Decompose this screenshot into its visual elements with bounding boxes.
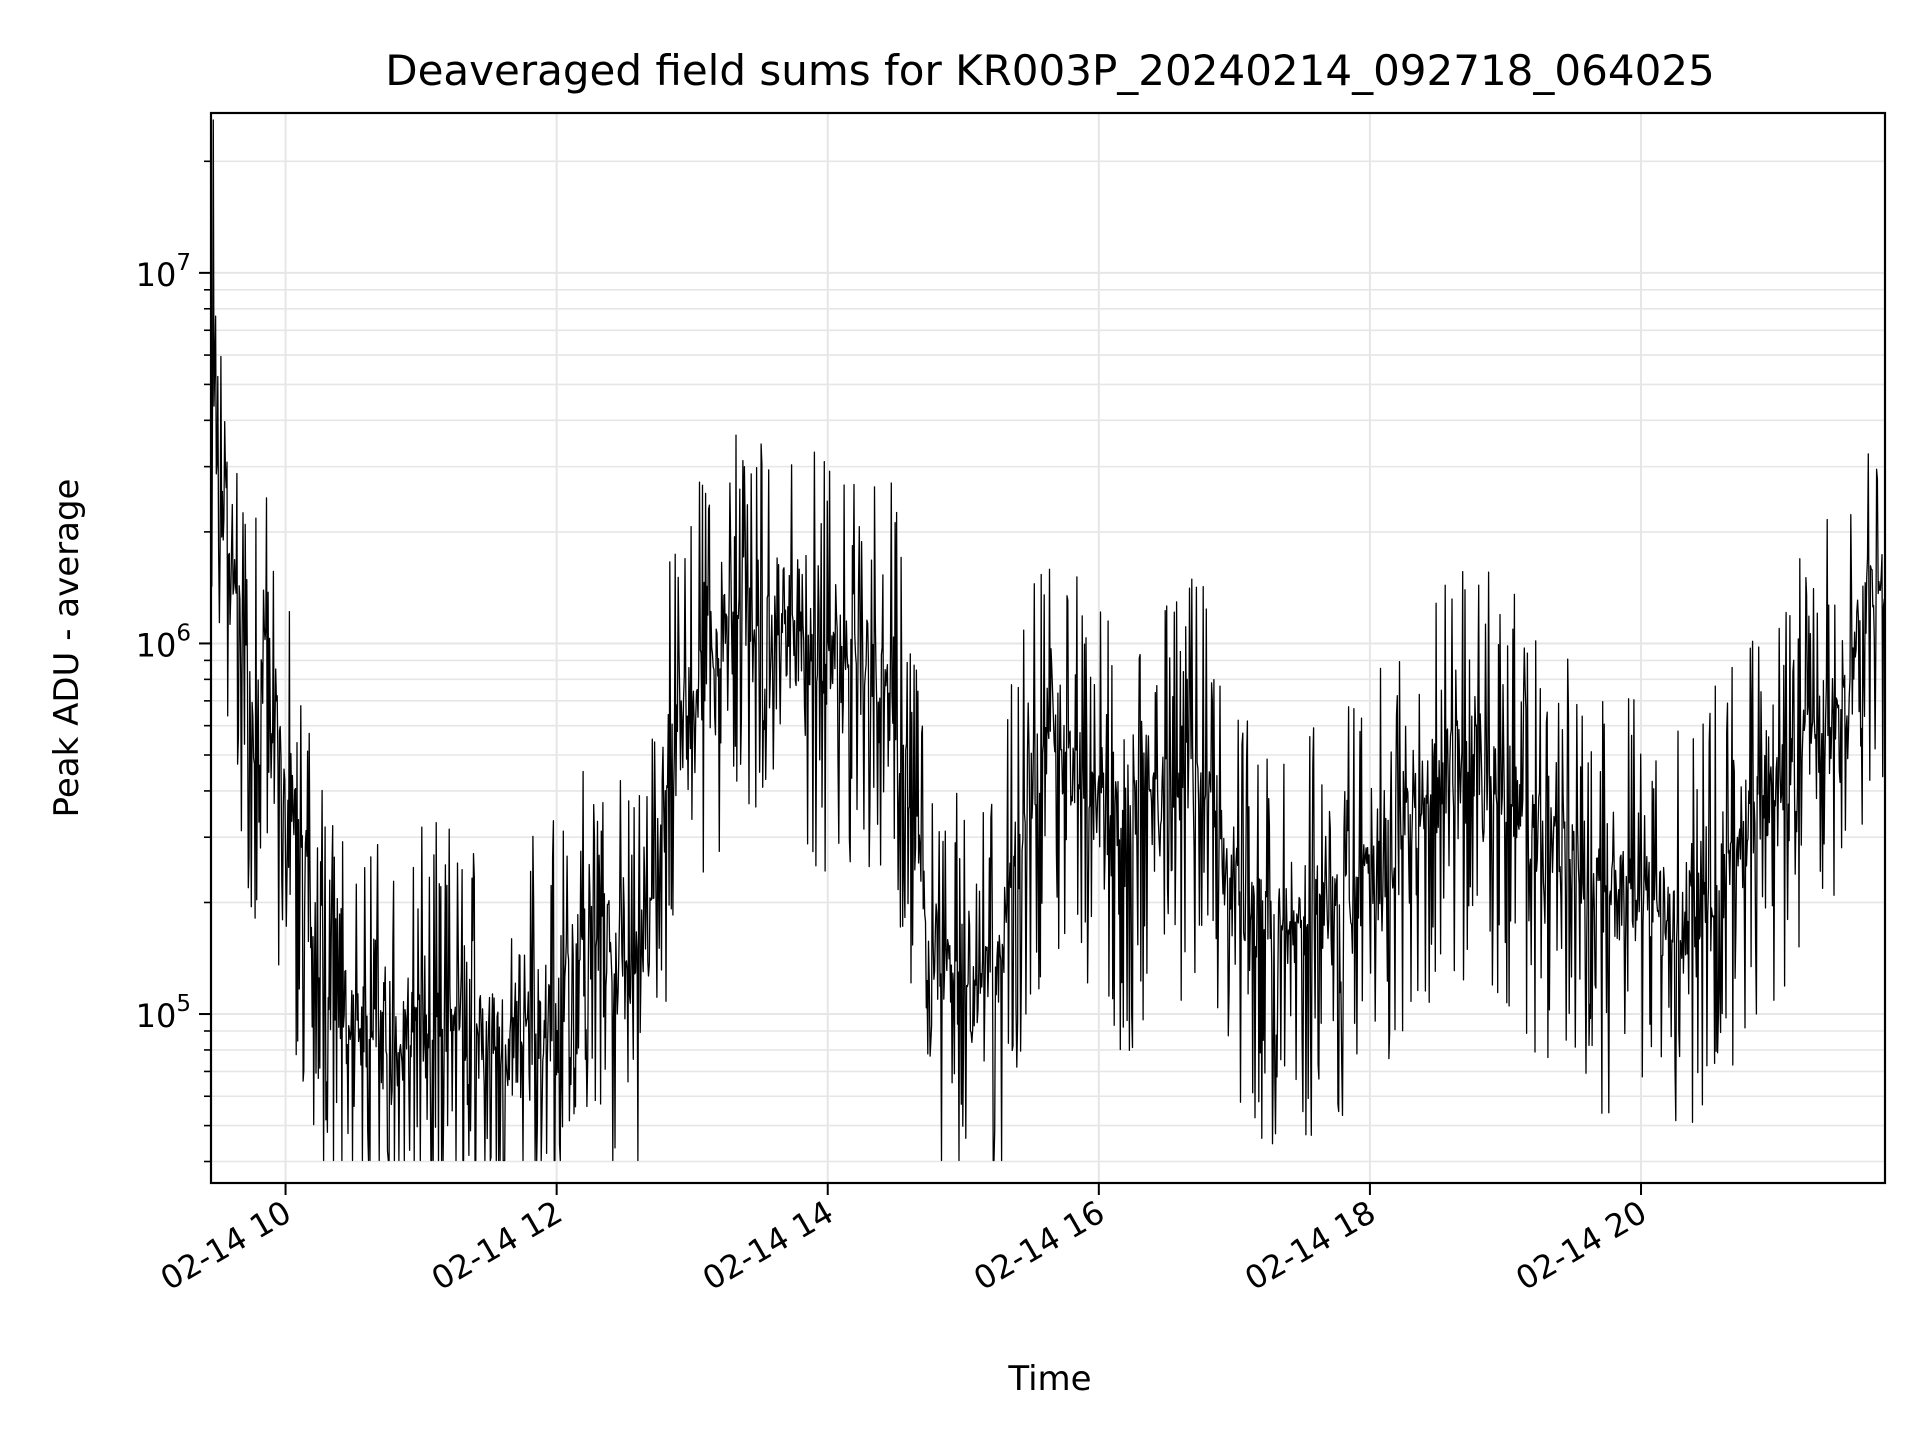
y-tick-label: 105 — [136, 991, 191, 1035]
x-tick-label: 02-14 16 — [967, 1193, 1111, 1298]
x-axis: 02-14 10 02-14 12 02-14 14 02-14 16 02-14 18… — [154, 1183, 1653, 1298]
y-tick-label: 107 — [136, 250, 191, 294]
y-axis-label: Peak ADU - average — [47, 479, 87, 818]
chart-title: Deaveraged field sums for KR003P_2024021… — [385, 46, 1715, 95]
plot-frame — [209, 111, 1887, 1185]
x-axis-label: Time — [1007, 1359, 1091, 1399]
plot-line — [210, 119, 1886, 1162]
y-tick-label: 106 — [136, 620, 191, 664]
x-tick-label: 02-14 12 — [425, 1193, 569, 1298]
series-line — [210, 119, 1886, 1162]
x-tick-label: 02-14 18 — [1238, 1193, 1382, 1298]
x-tick-label: 02-14 10 — [154, 1193, 298, 1298]
x-tick-label: 02-14 20 — [1509, 1193, 1653, 1298]
x-tick-label: 02-14 14 — [696, 1193, 840, 1298]
y-axis: 105 106 107 — [136, 160, 211, 1163]
